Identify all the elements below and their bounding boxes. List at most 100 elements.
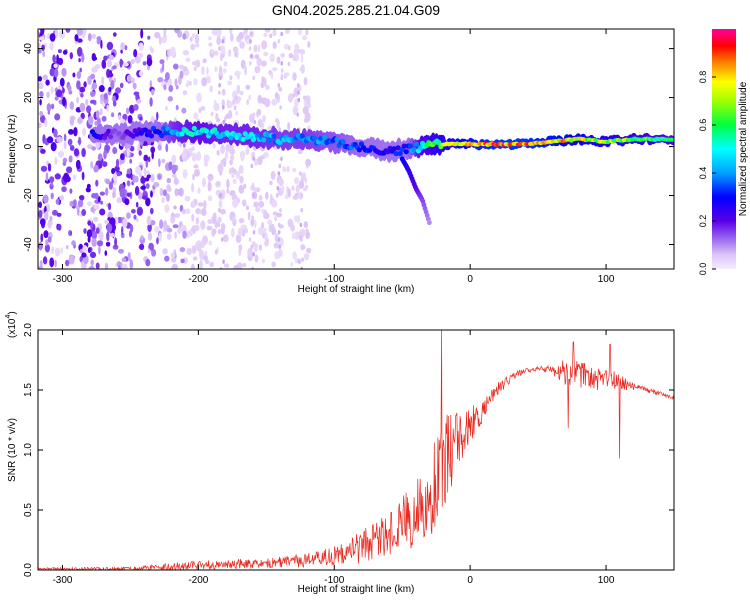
spectrogram-noise-cell <box>100 39 103 49</box>
spectrogram-streak-cell <box>219 193 222 198</box>
spectrogram-noise-cell <box>87 115 94 126</box>
spectrogram-noise-cell <box>147 223 152 233</box>
spectrogram-noise-cell <box>55 198 60 205</box>
spectrogram-noise-cell <box>129 145 135 152</box>
spectrogram-streak-cell <box>219 171 222 176</box>
spectrogram-ridge-cell <box>322 135 328 141</box>
spectrogram-noise-cell <box>115 158 120 168</box>
spectrogram-noise-cell <box>146 57 153 67</box>
spectrogram-noise-cell <box>179 70 184 79</box>
spectrogram-noise-cell <box>151 248 157 257</box>
spectrogram-noise-cell <box>60 247 64 255</box>
spectrogram-streak-cell <box>250 31 253 37</box>
y-tick-label: 0.0 <box>23 563 34 577</box>
spectrogram-noise-cell <box>153 182 160 188</box>
spectrogram-noise-cell <box>300 53 304 63</box>
spectrogram-noise-cell <box>123 62 129 67</box>
spectrogram-noise-cell <box>222 68 227 74</box>
spectrogram-noise-cell <box>239 90 244 96</box>
spectrogram-noise-cell <box>193 112 199 120</box>
snr-series-line <box>38 330 674 570</box>
spectrogram-noise-cell <box>106 41 114 51</box>
spectrogram-noise-cell <box>235 95 238 101</box>
spectrogram-noise-cell <box>121 226 124 235</box>
spectrogram-noise-cell <box>186 230 190 239</box>
spectrogram-noise-cell <box>126 168 132 175</box>
spectrogram-noise-cell <box>305 230 310 240</box>
spectrogram-streak-cell <box>253 119 257 125</box>
spectrogram-noise-cell <box>213 102 220 112</box>
spectrogram-noise-cell <box>258 200 265 208</box>
spectrogram-noise-cell <box>61 67 67 77</box>
spectrogram-noise-cell <box>191 182 195 193</box>
spectrogram-streak-cell <box>218 46 221 51</box>
spectrogram-noise-cell <box>297 149 303 155</box>
spectrogram-noise-cell <box>245 84 251 90</box>
spectrogram-noise-cell <box>231 173 235 179</box>
spectrogram-noise-cell <box>225 144 230 152</box>
spectrogram-noise-cell <box>93 216 99 222</box>
spectrogram-noise-cell <box>224 150 229 160</box>
spectrogram-noise-cell <box>104 250 108 256</box>
spectrogram-streak-cell <box>277 237 281 242</box>
spectrogram-noise-cell <box>124 142 131 151</box>
spectrogram-noise-cell <box>51 103 55 110</box>
spectrogram-noise-cell <box>105 178 111 185</box>
spectrogram-noise-cell <box>87 144 93 149</box>
spectrogram-noise-cell <box>272 67 278 72</box>
snr-plot-area <box>38 330 674 570</box>
spectrogram-noise-cell <box>44 243 51 253</box>
spectrogram-noise-cell <box>298 180 305 189</box>
spectrogram-noise-cell <box>133 104 139 111</box>
spectrogram-noise-cell <box>164 204 170 213</box>
spectrogram-noise-cell <box>87 220 92 226</box>
spectrogram-ridge-cell <box>130 133 136 139</box>
spectrogram-noise-cell <box>86 183 91 189</box>
spectrogram-noise-cell <box>63 172 70 183</box>
spectrogram-ridge-cell <box>397 150 403 157</box>
spectrogram-noise-cell <box>49 68 56 77</box>
spectrogram-noise-cell <box>91 146 96 151</box>
spectrogram-streak-cell <box>280 156 283 161</box>
spectrogram-noise-cell <box>214 220 219 229</box>
spectrogram-noise-cell <box>300 257 305 263</box>
spectrogram-noise-cell <box>282 166 286 172</box>
spectrogram-noise-cell <box>91 82 97 90</box>
spectrogram-noise-cell <box>168 161 173 171</box>
spectrogram-ridge-cell <box>179 131 185 137</box>
snr-panel: -300 -200 -100 0 100 0.0 0.5 1.0 1.5 2.0 Height o… <box>5 311 675 595</box>
spectrogram-noise-cell <box>212 143 216 149</box>
spectrogram-streak-cell <box>248 237 252 242</box>
spectrogram-noise-cell <box>50 142 57 152</box>
spectrogram-noise-cell <box>77 29 83 36</box>
spectrogram-noise-cell <box>145 258 151 267</box>
spectrogram-noise-cell <box>272 29 277 37</box>
x-tick-label: -300 <box>52 575 72 586</box>
spectrogram-noise-cell <box>121 263 128 269</box>
spectrogram-noise-cell <box>62 161 67 166</box>
spectrogram-noise-cell <box>229 159 234 166</box>
spectrogram-noise-cell <box>270 224 275 232</box>
spectrogram-noise-cell <box>292 105 299 116</box>
spectrogram-noise-cell <box>56 212 62 217</box>
spectrogram-noise-cell <box>54 156 58 165</box>
spectrogram-noise-cell <box>76 71 82 79</box>
spectrogram-noise-cell <box>190 43 196 51</box>
spectrogram-noise-cell <box>38 201 43 209</box>
spectrogram-noise-cell <box>184 195 191 202</box>
snr-multiplier-exp: 4 <box>5 315 12 319</box>
spectrogram-noise-cell <box>257 94 262 104</box>
spectrogram-noise-cell <box>200 239 205 249</box>
spectrogram-noise-cell <box>81 209 87 216</box>
spectrogram-noise-cell <box>294 98 299 107</box>
spectrogram-noise-cell <box>166 228 173 233</box>
spectrogram-noise-cell <box>154 225 160 233</box>
spectrogram-noise-cell <box>40 114 46 124</box>
spectrogram-noise-cell <box>238 218 245 224</box>
spectrogram-noise-cell <box>91 230 98 240</box>
spectrogram-streak-cell <box>280 31 284 37</box>
spectrogram-noise-cell <box>291 232 296 240</box>
spectrogram-streak-cell <box>222 119 226 125</box>
spectrogram-noise-cell <box>240 59 246 69</box>
